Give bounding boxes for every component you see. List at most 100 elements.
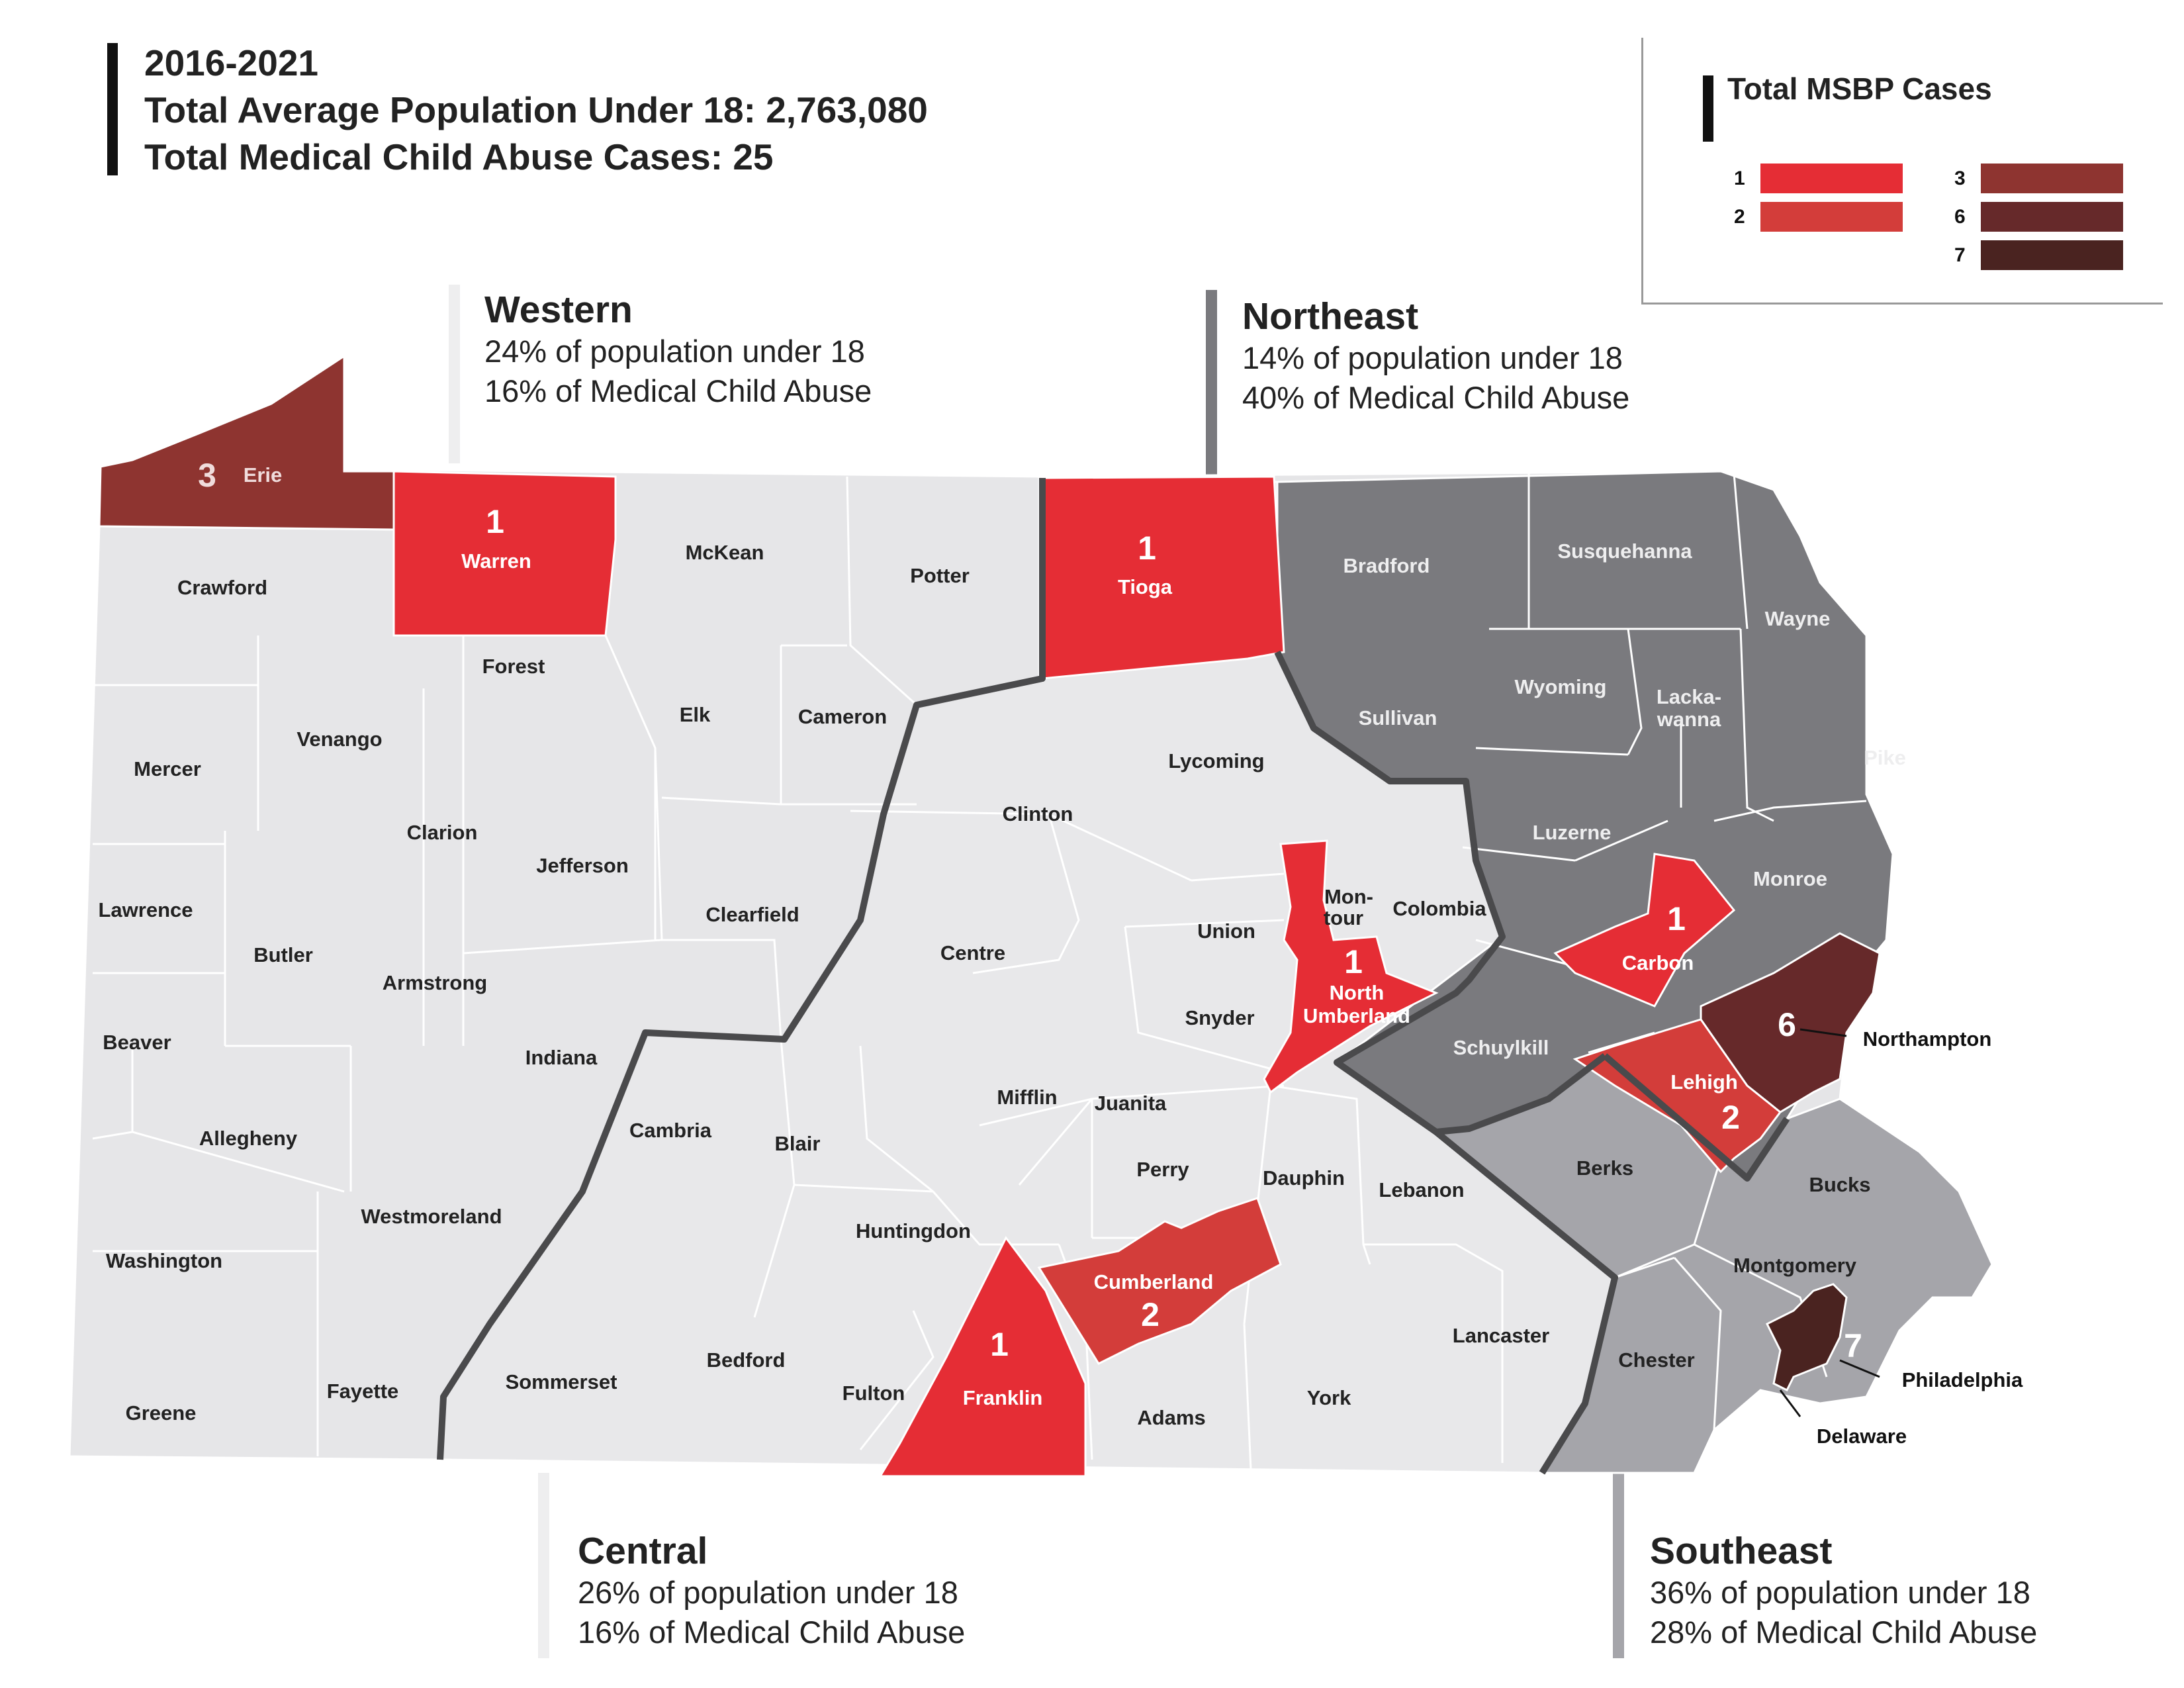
central-region-label: Central 26% of population under 18 16% o… <box>578 1529 965 1652</box>
county-label-monroe: Monroe <box>1753 867 1827 890</box>
case-count-cumberland: 2 <box>1141 1296 1160 1333</box>
header-cases: Total Medical Child Abuse Cases: 25 <box>144 136 774 177</box>
county-label-huntingdon: Huntingdon <box>856 1219 971 1243</box>
southeast-region-label: Southeast 36% of population under 18 28%… <box>1650 1529 2037 1652</box>
case-count-lehigh: 2 <box>1721 1099 1740 1136</box>
county-label-mckean: McKean <box>686 541 764 564</box>
carbon-county[interactable] <box>1553 853 1736 1008</box>
legend-swatch <box>1981 164 2123 193</box>
county-label-beaver: Beaver <box>103 1031 171 1054</box>
case-count-northampton: 6 <box>1778 1006 1796 1043</box>
legend: Total MSBP Cases 1 2 3 6 7 <box>1641 38 2163 305</box>
county-label-chester: Chester <box>1618 1348 1694 1372</box>
county-label-mercer: Mercer <box>134 757 201 780</box>
region-population: 14% of population under 18 <box>1242 340 1623 375</box>
legend-label: 2 <box>1734 205 1745 228</box>
county-label-fulton: Fulton <box>842 1382 905 1405</box>
county-label-blair: Blair <box>775 1132 821 1155</box>
case-count-carbon: 1 <box>1667 900 1686 937</box>
legend-accent-bar <box>1703 75 1713 142</box>
county-label-clinton: Clinton <box>1003 802 1073 825</box>
county-label-pike: Pike <box>1864 746 1906 769</box>
county-label-wayne: Wayne <box>1765 607 1831 630</box>
legend-label: 7 <box>1954 244 1966 266</box>
county-label-montgomery: Montgomery <box>1733 1254 1857 1277</box>
franklin-county[interactable] <box>878 1236 1087 1477</box>
region-population: 24% of population under 18 <box>484 334 865 369</box>
county-label-northumberland-1: North <box>1330 981 1385 1004</box>
legend-swatch <box>1760 202 1903 232</box>
county-label-columbia: Colombia <box>1392 897 1486 920</box>
case-count-labels: 3 1 1 1 1 6 2 2 1 7 <box>198 457 1862 1364</box>
county-label-sullivan: Sullivan <box>1359 706 1437 729</box>
legend-label: 6 <box>1954 205 1966 228</box>
county-label-crawford: Crawford <box>177 576 267 599</box>
header-block: 2016-2021 Total Average Population Under… <box>144 40 928 181</box>
county-label-susquehanna: Susquehanna <box>1557 539 1692 563</box>
case-count-tioga: 1 <box>1138 530 1156 567</box>
county-label-lackawanna-2: wanna <box>1657 708 1721 731</box>
western-region-bar <box>449 285 460 463</box>
region-population: 36% of population under 18 <box>1650 1575 2030 1610</box>
county-label-lehigh: Lehigh <box>1670 1070 1738 1094</box>
northeast-region-bar <box>1206 290 1217 477</box>
region-population: 26% of population under 18 <box>578 1575 958 1610</box>
region-dividers <box>437 478 1790 1475</box>
county-label-snyder: Snyder <box>1185 1006 1254 1029</box>
county-label-butler: Butler <box>253 943 313 966</box>
county-label-cambria: Cambria <box>629 1119 712 1142</box>
legend-label: 3 <box>1954 167 1966 189</box>
region-abuse: 16% of Medical Child Abuse <box>578 1615 966 1650</box>
county-label-montour-1: Mon- <box>1324 885 1373 908</box>
county-label-union: Union <box>1197 919 1255 943</box>
county-label-juanita: Juanita <box>1095 1092 1167 1115</box>
northumberland-county[interactable] <box>1263 839 1439 1094</box>
region-abuse: 28% of Medical Child Abuse <box>1650 1615 2038 1650</box>
county-label-westmoreland: Westmoreland <box>361 1205 502 1228</box>
northampton-county[interactable] <box>1700 932 1881 1113</box>
county-label-warren: Warren <box>461 549 531 573</box>
region-abuse: 16% of Medical Child Abuse <box>484 373 872 408</box>
legend-item-3: 3 <box>1954 164 2123 193</box>
county-label-wyoming: Wyoming <box>1515 675 1607 698</box>
county-label-york: York <box>1307 1386 1351 1409</box>
county-label-centre: Centre <box>940 941 1005 964</box>
county-borders <box>92 473 1867 1470</box>
region-name: Southeast <box>1650 1530 1833 1572</box>
case-count-northumberland: 1 <box>1344 943 1363 980</box>
county-label-clearfield: Clearfield <box>705 903 799 926</box>
county-label-allegheny: Allegheny <box>199 1127 298 1150</box>
county-label-montour-2: tour <box>1324 906 1363 929</box>
county-label-adams: Adams <box>1137 1406 1205 1429</box>
legend-swatch <box>1760 164 1903 193</box>
county-label-bedford: Bedford <box>707 1348 786 1372</box>
case-count-erie: 3 <box>198 457 216 494</box>
legend-swatch <box>1981 202 2123 232</box>
county-label-potter: Potter <box>910 564 970 587</box>
county-label-tioga: Tioga <box>1118 575 1173 598</box>
county-label-clarion: Clarion <box>407 821 478 844</box>
philadelphia-county[interactable] <box>1765 1283 1848 1392</box>
county-label-delaware: Delaware <box>1817 1425 1907 1448</box>
legend-item-2: 2 <box>1734 202 1903 232</box>
legend-swatch <box>1981 240 2123 270</box>
county-label-lawrence: Lawrence <box>98 898 193 921</box>
county-label-washington: Washington <box>106 1249 222 1272</box>
legend-title: Total MSBP Cases <box>1727 71 1992 106</box>
central-region-bar <box>538 1473 549 1658</box>
callout-leaders <box>1779 1028 1880 1417</box>
county-label-mifflin: Mifflin <box>997 1086 1057 1109</box>
warren-county[interactable] <box>392 470 617 637</box>
legend-label: 1 <box>1734 167 1745 189</box>
region-name: Northeast <box>1242 295 1419 338</box>
county-label-lebanon: Lebanon <box>1379 1178 1464 1201</box>
erie-county[interactable] <box>98 354 395 531</box>
region-name: Central <box>578 1530 708 1572</box>
county-label-bradford: Bradford <box>1343 554 1430 577</box>
county-label-elk: Elk <box>680 703 711 726</box>
county-label-northumberland-2: Umberland <box>1303 1004 1410 1027</box>
legend-item-6: 6 <box>1954 202 2123 232</box>
cumberland-county[interactable] <box>1037 1197 1282 1365</box>
legend-item-7: 7 <box>1954 240 2123 270</box>
